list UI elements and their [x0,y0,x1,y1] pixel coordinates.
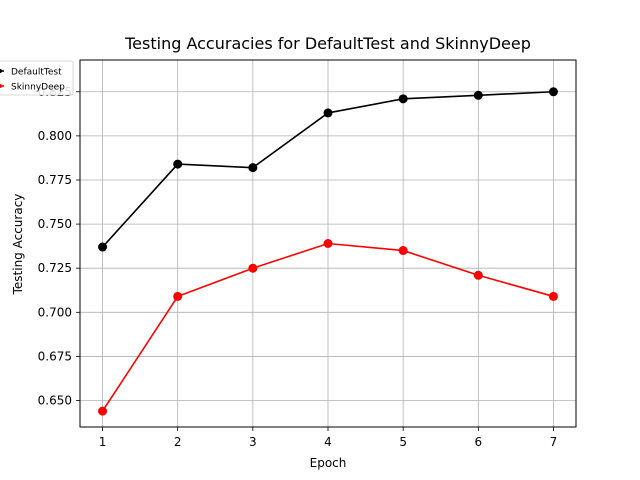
grid-lines [80,60,576,427]
y-tick-label: 0.725 [38,261,72,275]
x-tick-label: 3 [249,435,257,449]
x-tick-label: 5 [399,435,407,449]
y-tick-label: 0.700 [38,305,72,319]
x-axis-label: Epoch [310,456,347,470]
y-tick-label: 0.800 [38,129,72,143]
x-tick-label: 6 [474,435,482,449]
x-axis: 1 2 3 4 5 6 7 [99,427,558,449]
data-point-skinnydeep [173,291,183,301]
data-point-skinnydeep [323,239,333,248]
legend: DefaultTest SkinnyDeep [0,60,74,96]
legend-label: DefaultTest [11,68,62,78]
data-point-defaulttest [323,108,333,118]
y-axis-label: Testing Accuracy [11,194,25,296]
x-tick-label: 4 [324,435,332,449]
data-point-defaulttest [548,87,558,97]
y-tick-label: 0.750 [38,217,72,231]
chart-title: Testing Accuracies for DefaultTest and S… [124,34,531,53]
x-tick-label: 1 [99,435,107,449]
legend-marker [0,69,2,73]
data-point-defaulttest [173,159,183,169]
legend-label: SkinnyDeep [11,83,65,93]
data-point-defaulttest [98,242,108,252]
data-point-skinnydeep [398,246,408,256]
legend-box [0,60,74,96]
data-point-skinnydeep [548,291,558,301]
data-point-skinnydeep [473,270,483,280]
data-point-defaulttest [473,90,483,100]
legend-marker [0,84,2,88]
data-point-skinnydeep [248,263,258,273]
data-point-skinnydeep [98,406,108,416]
y-tick-label: 0.775 [38,173,72,187]
series-layer [98,87,558,416]
data-point-defaulttest [248,163,258,173]
y-tick-label: 0.675 [38,349,72,363]
data-point-defaulttest [398,94,408,104]
y-tick-label: 0.650 [38,394,72,408]
x-tick-label: 7 [550,435,558,449]
x-tick-label: 2 [174,435,182,449]
